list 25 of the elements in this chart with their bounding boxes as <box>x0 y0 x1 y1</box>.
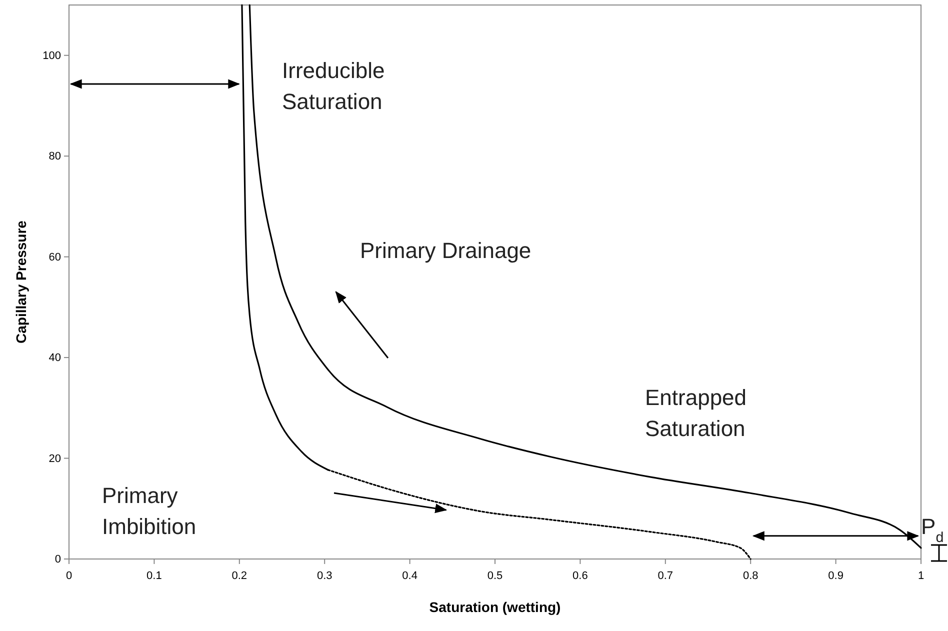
annotation: Entrapped Saturation <box>645 385 747 441</box>
annotation: P$_{d}$ <box>921 514 944 546</box>
x-tick-label: 0 <box>66 570 72 582</box>
x-tick-label: 0.1 <box>146 570 162 582</box>
y-tick-label: 0 <box>54 554 61 566</box>
x-tick-label: 0.8 <box>742 570 758 582</box>
annotation: Primary Drainage <box>360 238 532 263</box>
y-tick-label: 60 <box>48 251 61 264</box>
annotation: Irreducible Saturation <box>282 58 385 114</box>
y-tick-label: 80 <box>48 150 61 163</box>
x-tick-label: 0.7 <box>658 570 674 582</box>
x-tick-label: 0.9 <box>828 570 844 582</box>
x-tick-label: 0.6 <box>572 570 588 582</box>
y-tick-label: 40 <box>48 352 61 364</box>
x-tick-label: 0.2 <box>232 570 248 582</box>
annotation: Primary Imbibition <box>102 483 196 539</box>
x-tick-label: 0.5 <box>487 570 503 582</box>
y-tick-label: 20 <box>48 452 61 465</box>
x-axis-title: Saturation (wetting) <box>429 599 561 615</box>
x-tick-label: 0.4 <box>402 570 418 582</box>
line-series <box>248 4 922 549</box>
y-tick-label: 100 <box>42 50 61 62</box>
x-tick-label: 0.3 <box>316 570 332 582</box>
y-axis-title: Capillary Pressure <box>13 220 29 344</box>
x-tick-label: 1 <box>918 570 924 582</box>
